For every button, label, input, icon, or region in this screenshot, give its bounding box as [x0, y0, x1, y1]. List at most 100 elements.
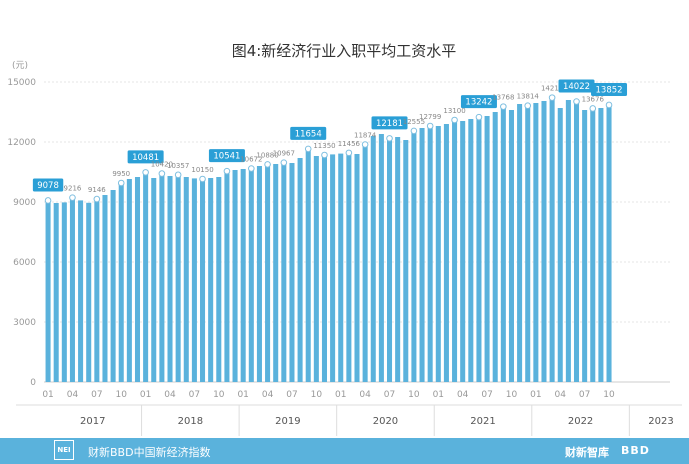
value-marker — [158, 170, 166, 177]
bar — [216, 177, 222, 382]
value-marker — [117, 179, 125, 187]
bar — [273, 164, 279, 382]
bar — [378, 134, 384, 382]
value-label: 10880 — [256, 151, 278, 159]
bar — [354, 154, 360, 382]
y-tick-label: 0 — [30, 378, 36, 388]
bar — [118, 183, 124, 382]
value-label: 10541 — [213, 152, 240, 162]
bar — [134, 177, 141, 382]
bar — [248, 168, 254, 382]
value-label: 12799 — [419, 113, 441, 121]
value-label-box — [127, 150, 164, 164]
bar — [159, 173, 165, 382]
bar — [232, 170, 238, 382]
chart: 图4:新经济行业入职平均工资水平 (元) 0 3000 6000 9000 12000 1… — [7, 42, 682, 436]
bar — [265, 164, 271, 382]
bar — [606, 104, 612, 383]
bar — [61, 202, 67, 382]
bar — [517, 104, 523, 382]
x-tick-label: 04 — [457, 390, 469, 400]
bar — [541, 101, 547, 382]
value-marker — [426, 122, 434, 130]
value-label: 13242 — [465, 98, 492, 108]
value-marker — [280, 159, 288, 166]
value-marker — [361, 141, 369, 148]
value-marker — [142, 169, 149, 176]
bar — [500, 106, 506, 382]
bar — [411, 130, 417, 382]
x-tick-label: 10 — [603, 390, 615, 400]
bar — [143, 172, 149, 382]
bar — [484, 116, 490, 382]
x-tick-label: 10 — [408, 390, 420, 400]
bar — [460, 121, 466, 382]
x-tick-label: 10 — [213, 390, 225, 400]
bar — [281, 162, 287, 382]
value-label: 13814 — [517, 93, 540, 101]
value-label: 13676 — [582, 95, 605, 103]
value-marker — [174, 171, 182, 179]
bar — [598, 108, 604, 382]
value-label: 10357 — [167, 162, 189, 170]
bar — [395, 137, 401, 382]
value-label: 11874 — [354, 132, 377, 140]
x-tick-label: 07 — [91, 390, 102, 400]
value-marker — [410, 127, 418, 135]
value-label: 9950 — [112, 170, 130, 178]
bar — [338, 153, 344, 382]
bar — [94, 199, 100, 382]
value-marker — [500, 103, 507, 110]
value-label-box — [208, 149, 245, 163]
value-marker — [573, 98, 580, 105]
bar — [565, 100, 571, 382]
bar — [305, 148, 311, 382]
bar — [78, 200, 84, 382]
bar — [468, 119, 474, 382]
bar — [183, 177, 189, 382]
bar — [370, 136, 376, 382]
value-label-box — [558, 79, 595, 93]
bar — [126, 179, 132, 382]
value-label: 14218 — [541, 85, 563, 93]
x-tick-label: 01 — [237, 390, 248, 400]
year-label: 2023 — [648, 416, 673, 427]
bar — [175, 174, 181, 382]
x-tick-label: 07 — [579, 390, 590, 400]
x-axis: 01 04 07 10 01 04 07 10 01 04 07 10 01 04 07 10 01 04 07 10… — [16, 390, 682, 436]
value-label-box — [290, 126, 327, 140]
value-marker — [386, 135, 393, 142]
bar — [53, 203, 59, 382]
bar — [525, 105, 531, 382]
footer-bar: NEI 财新BBD中国新经济指数 财新智库 BBD — [0, 438, 689, 464]
value-label: 14022 — [563, 82, 590, 92]
bar — [427, 126, 433, 383]
x-tick-label: 04 — [359, 390, 371, 400]
value-marker — [321, 151, 328, 159]
year-label: 2017 — [80, 416, 105, 427]
x-tick-label: 07 — [189, 390, 200, 400]
y-tick-label: 12000 — [7, 138, 36, 148]
x-tick-label: 04 — [555, 390, 567, 400]
value-markers — [44, 94, 613, 204]
bar — [362, 144, 368, 382]
bar — [452, 120, 458, 382]
x-tick-label: 01 — [42, 390, 53, 400]
y-unit-label: (元) — [12, 61, 28, 71]
value-marker — [475, 113, 483, 121]
value-marker — [44, 197, 52, 204]
nei-logo-icon: NEI — [54, 440, 74, 460]
bar — [443, 124, 449, 382]
bar — [313, 156, 319, 382]
bar — [346, 152, 352, 382]
bar — [208, 178, 214, 382]
bar — [224, 171, 230, 382]
x-tick-label: 01 — [335, 390, 346, 400]
value-labels: 9078 9216 9146 9950104811042010357101501054… — [32, 79, 628, 194]
bar — [557, 108, 563, 382]
value-label: 13768 — [492, 94, 514, 102]
bars — [45, 97, 612, 383]
year-label: 2021 — [470, 416, 495, 427]
value-marker — [264, 161, 271, 168]
x-tick-label: 04 — [67, 390, 79, 400]
